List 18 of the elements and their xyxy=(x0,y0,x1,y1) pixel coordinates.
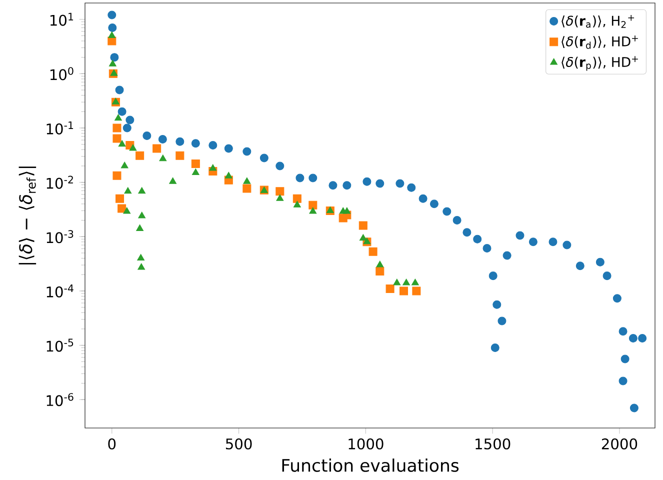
y-tick-label: 10$^{-4}$ xyxy=(46,284,74,298)
y-tick-label: 10$^{0}$ xyxy=(50,67,74,80)
y-tick-label: 10$^{-3}$ xyxy=(46,230,74,244)
x-axis-title: Function evaluations xyxy=(282,458,459,472)
x-tick-label: 0 xyxy=(108,438,116,450)
y-axis-title: |⟨δ⟩ − ⟨δ$_{ref}$⟩| xyxy=(18,166,36,264)
legend-label: ⟨δ(r$_{a}$)⟩, H$_{2}$+ xyxy=(562,14,634,28)
x-tick-label: 1000 xyxy=(348,438,384,450)
legend-label: ⟨δ(r$_{p}$)⟩, HD$^{+}$ xyxy=(562,56,638,71)
legend-label: ⟨δ(r$_{d}$)⟩, HD$^{+}$ xyxy=(562,36,638,49)
y-tick-label: 10$^{-1}$ xyxy=(46,122,74,134)
x-tick-label: 2000 xyxy=(602,438,638,450)
x-tick-label: 500 xyxy=(226,438,252,450)
y-tick-label: 10$^{-6}$ xyxy=(46,393,74,406)
y-tick-label: 10$^{1}$ xyxy=(50,12,74,26)
y-tick-label: 10$^{-5}$ xyxy=(46,338,74,352)
y-tick-label: 10$^{-2}$ xyxy=(46,176,73,189)
x-tick-label: 1500 xyxy=(476,438,510,450)
